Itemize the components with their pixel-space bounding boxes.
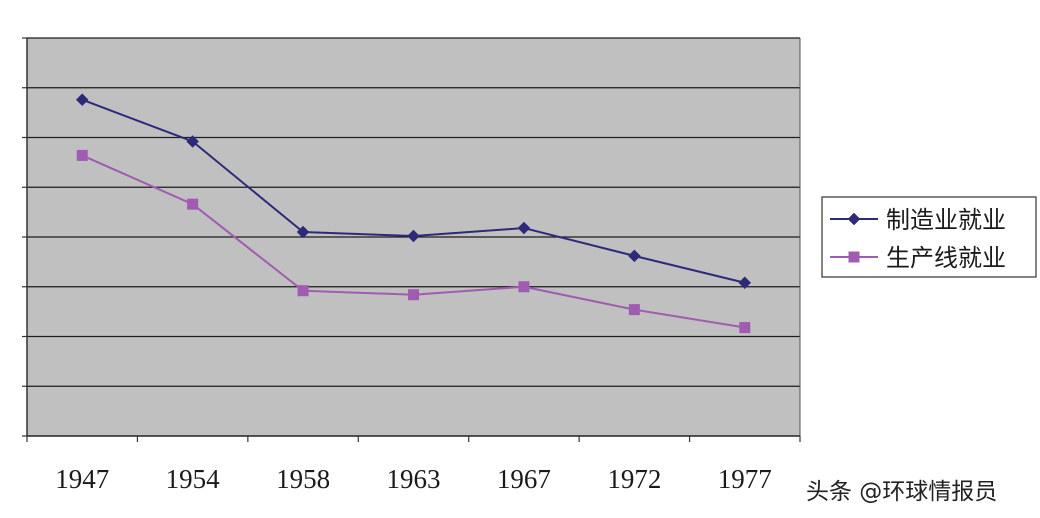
axes — [22, 37, 801, 437]
data-point-diamond — [517, 221, 531, 235]
x-tick-label: 1967 — [497, 464, 551, 494]
data-point-square — [408, 289, 419, 301]
series-layer — [75, 93, 752, 334]
x-axis-labels: 1947 1954 1958 1963 1967 1972 1977 — [55, 464, 772, 494]
data-point-square — [848, 251, 860, 263]
data-point-square — [518, 281, 530, 293]
data-point-diamond — [186, 135, 199, 148]
data-point-square — [76, 149, 88, 161]
data-point-diamond — [296, 225, 310, 239]
legend-label: 生产线就业 — [886, 244, 1006, 272]
series-2 — [76, 149, 751, 334]
x-tick-label: 1977 — [718, 464, 772, 494]
legend-label: 制造业就业 — [886, 206, 1006, 234]
watermark-text: 头条 @环球情报员 — [806, 479, 998, 505]
x-tick-label: 1954 — [166, 464, 221, 494]
data-point-diamond — [407, 229, 420, 243]
x-tick-label: 1963 — [387, 464, 441, 494]
data-point-square — [187, 198, 199, 210]
data-point-diamond — [628, 249, 641, 263]
data-point-diamond — [847, 212, 861, 226]
x-axis-ticks — [26, 436, 801, 442]
data-point-diamond — [75, 93, 89, 107]
data-point-diamond — [738, 276, 752, 290]
series-1 — [75, 93, 752, 290]
data-point-square — [739, 322, 751, 334]
legend-box — [821, 196, 1037, 278]
data-point-square — [297, 285, 309, 297]
x-tick-label: 1972 — [607, 464, 661, 494]
x-tick-label: 1958 — [276, 464, 330, 494]
x-tick-label: 1947 — [55, 464, 109, 494]
data-point-square — [628, 304, 640, 316]
